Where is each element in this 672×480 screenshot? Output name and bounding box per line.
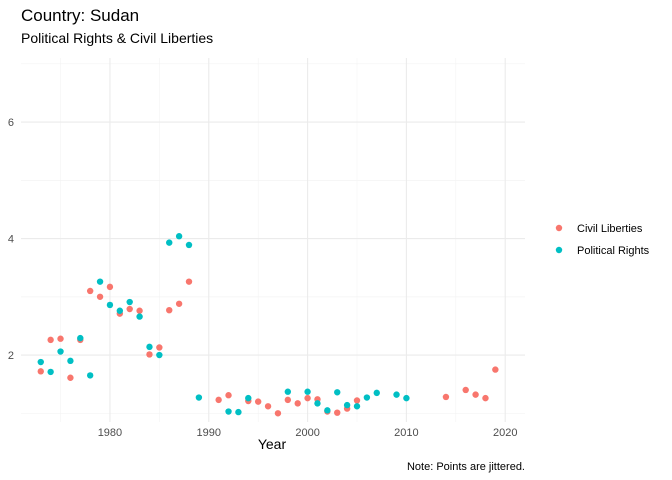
- civil-liberties-point: [215, 396, 222, 404]
- political-rights-point: [373, 389, 380, 397]
- chart-title: Country: Sudan: [21, 6, 139, 25]
- civil-liberties-point: [136, 307, 143, 314]
- political-rights-point: [116, 307, 124, 314]
- civil-liberties-point: [462, 386, 469, 394]
- y-tick-label: 6: [8, 117, 14, 129]
- civil-liberties-point: [57, 335, 64, 342]
- civil-liberties-point: [472, 391, 479, 398]
- political-rights-point: [314, 400, 321, 407]
- x-axis-label: Year: [258, 436, 287, 452]
- civil-liberties-point: [126, 305, 133, 313]
- civil-liberties-point: [442, 393, 450, 401]
- y-tick-label: 2: [8, 350, 14, 362]
- political-rights-point: [235, 408, 242, 416]
- political-rights-point: [136, 313, 143, 320]
- civil-liberties-point: [304, 394, 311, 402]
- political-rights-point: [77, 334, 84, 342]
- civil-liberties-point: [225, 392, 232, 399]
- legend-label: Civil Liberties: [577, 223, 643, 235]
- civil-liberties-point: [254, 398, 262, 405]
- political-rights-point: [334, 389, 341, 396]
- axis-ticks: 1980 1990 2000 2010 2020 2 4 6: [8, 117, 518, 439]
- civil-liberties-point: [86, 287, 94, 295]
- civil-liberties-point: [106, 283, 114, 291]
- political-rights-point: [393, 391, 400, 398]
- y-tick-label: 4: [8, 234, 14, 246]
- civil-liberties-point: [492, 366, 499, 373]
- political-rights-point: [37, 358, 44, 366]
- x-tick-label: 1990: [197, 427, 221, 439]
- political-rights-point: [353, 403, 361, 410]
- political-rights-point: [106, 301, 114, 309]
- political-rights-point: [86, 372, 94, 379]
- political-rights-point: [156, 351, 163, 359]
- civil-liberties-point: [334, 409, 341, 416]
- civil-liberties-point: [47, 336, 54, 344]
- x-tick-label: 2020: [493, 427, 517, 439]
- political-rights-point: [403, 394, 410, 402]
- civil-liberties-point: [175, 300, 183, 307]
- political-rights-point: [284, 388, 292, 395]
- political-rights-point: [175, 233, 183, 240]
- civil-liberties-point: [274, 410, 282, 417]
- legend-key: [555, 224, 563, 232]
- political-rights-point: [67, 357, 74, 365]
- grid: [21, 58, 525, 422]
- political-rights-point: [363, 394, 371, 401]
- political-rights-point: [47, 368, 54, 376]
- civil-liberties-point: [146, 351, 153, 358]
- x-tick-label: 1980: [98, 427, 122, 439]
- legend-label: Political Rights: [577, 245, 650, 257]
- civil-liberties-point: [37, 368, 44, 375]
- political-rights-point: [324, 407, 331, 414]
- political-rights-point: [225, 408, 232, 415]
- political-rights-point: [166, 239, 173, 246]
- political-rights-point: [57, 348, 64, 355]
- data-points: [37, 233, 499, 417]
- civil-liberties-point: [166, 306, 173, 314]
- civil-liberties-point: [96, 293, 104, 300]
- civil-liberties-point: [185, 278, 193, 285]
- civil-liberties-point: [284, 396, 292, 404]
- legend: Civil Liberties Political Rights: [555, 223, 650, 257]
- chart-subtitle: Political Rights & Civil Liberties: [21, 30, 213, 46]
- political-rights-point: [304, 388, 311, 395]
- political-rights-point: [195, 394, 203, 401]
- x-tick-label: 2010: [394, 427, 418, 439]
- political-rights-point: [185, 241, 193, 249]
- political-rights-point: [146, 343, 153, 351]
- legend-key: [555, 246, 563, 254]
- civil-liberties-point: [156, 344, 163, 351]
- civil-liberties-point: [353, 397, 361, 404]
- civil-liberties-point: [482, 394, 489, 402]
- political-rights-point: [343, 401, 351, 409]
- political-rights-point: [126, 298, 133, 306]
- civil-liberties-point: [264, 403, 272, 410]
- civil-liberties-point: [294, 400, 301, 407]
- political-rights-point: [245, 394, 252, 402]
- civil-liberties-point: [67, 374, 74, 381]
- political-rights-point: [96, 278, 104, 285]
- x-tick-label: 2000: [295, 427, 319, 439]
- chart-caption: Note: Points are jittered.: [407, 461, 525, 473]
